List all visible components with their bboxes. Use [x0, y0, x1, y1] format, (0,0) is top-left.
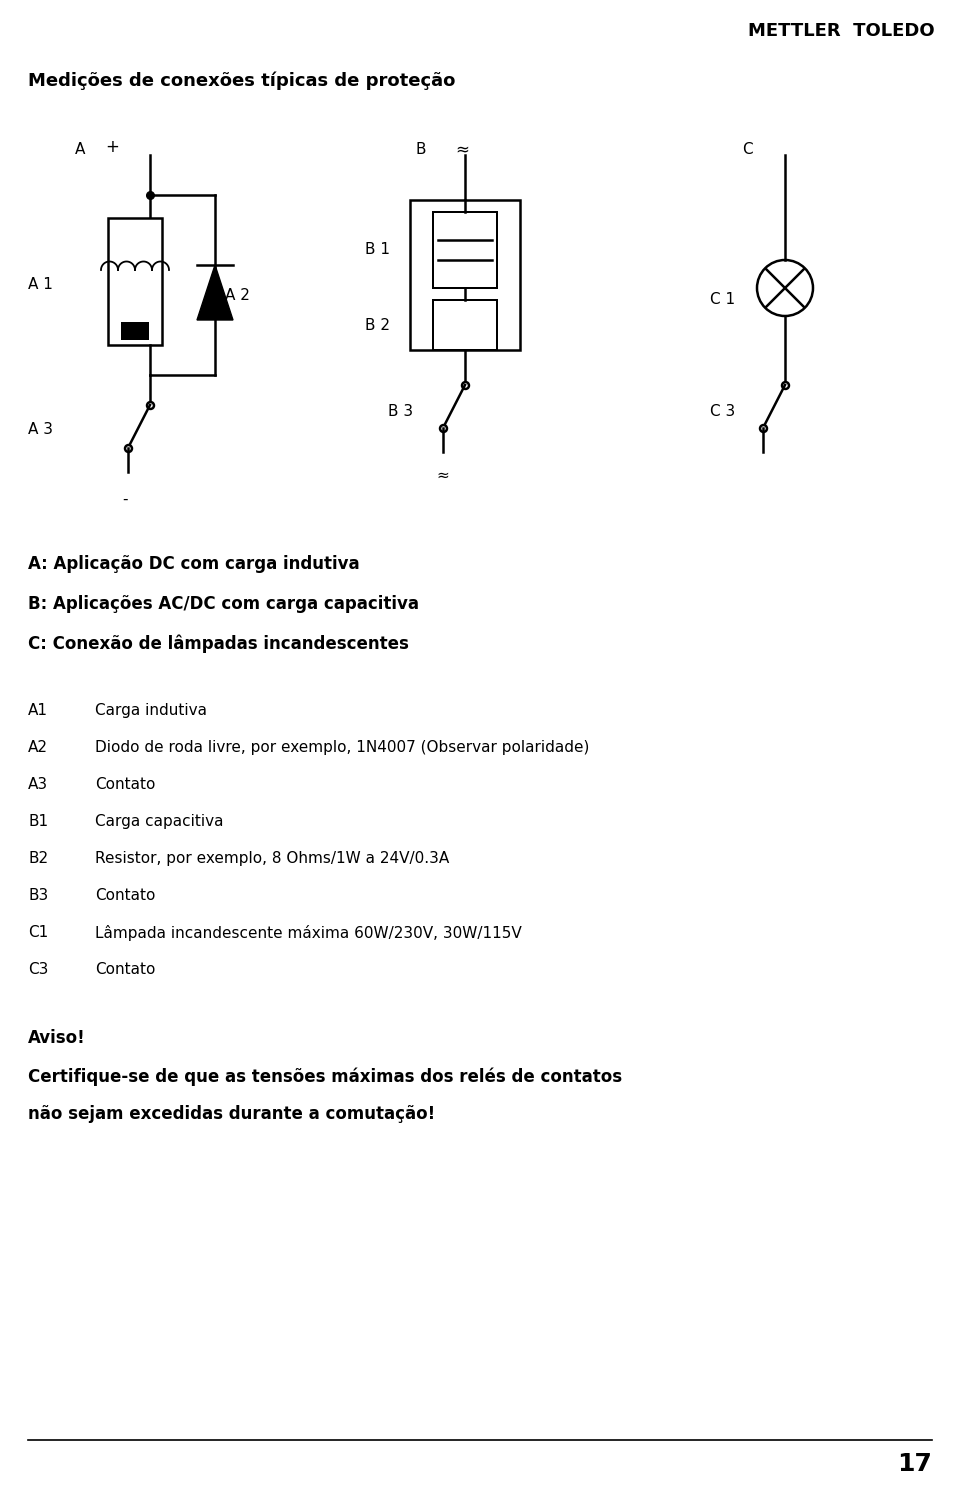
Text: A 3: A 3 — [28, 422, 53, 437]
Bar — [121, 322, 149, 340]
Text: A: A — [75, 141, 85, 156]
Text: C: Conexão de lâmpadas incandescentes: C: Conexão de lâmpadas incandescentes — [28, 634, 409, 654]
Text: ≈: ≈ — [455, 140, 468, 158]
Text: Contato: Contato — [95, 888, 156, 903]
Text: A 2: A 2 — [225, 287, 250, 302]
Text: B 1: B 1 — [365, 242, 390, 257]
Bar — [433, 301, 497, 350]
Text: Aviso!: Aviso! — [28, 1030, 85, 1048]
Text: C3: C3 — [28, 962, 48, 977]
Text: C1: C1 — [28, 924, 48, 939]
Text: Contato: Contato — [95, 962, 156, 977]
Polygon shape — [197, 265, 233, 320]
Text: C 3: C 3 — [710, 404, 735, 419]
Text: +: + — [105, 138, 119, 156]
Text: -: - — [122, 491, 128, 507]
Bar — [410, 200, 520, 350]
Text: Lâmpada incandescente máxima 60W/230V, 30W/115V: Lâmpada incandescente máxima 60W/230V, 3… — [95, 924, 521, 941]
Text: A3: A3 — [28, 777, 48, 792]
Bar — [108, 218, 162, 346]
Text: Diodo de roda livre, por exemplo, 1N4007 (Observar polaridade): Diodo de roda livre, por exemplo, 1N4007… — [95, 739, 589, 755]
Text: B 2: B 2 — [365, 317, 390, 332]
Text: Certifique-se de que as tensões máximas dos relés de contatos: Certifique-se de que as tensões máximas … — [28, 1067, 622, 1085]
Text: não sejam excedidas durante a comutação!: não sejam excedidas durante a comutação! — [28, 1105, 435, 1123]
Text: A: Aplicação DC com carga indutiva: A: Aplicação DC com carga indutiva — [28, 555, 360, 573]
Text: Contato: Contato — [95, 777, 156, 792]
Text: A2: A2 — [28, 739, 48, 755]
Text: B3: B3 — [28, 888, 48, 903]
Text: METTLER  TOLEDO: METTLER TOLEDO — [749, 23, 935, 41]
Bar — [433, 212, 497, 289]
Text: A1: A1 — [28, 703, 48, 718]
Text: Carga capacitiva: Carga capacitiva — [95, 815, 224, 830]
Text: B2: B2 — [28, 851, 48, 866]
Text: A 1: A 1 — [28, 278, 53, 293]
Text: Medições de conexões típicas de proteção: Medições de conexões típicas de proteção — [28, 72, 455, 90]
Text: Carga indutiva: Carga indutiva — [95, 703, 207, 718]
Text: B: Aplicações AC/DC com carga capacitiva: B: Aplicações AC/DC com carga capacitiva — [28, 595, 419, 613]
Text: B: B — [415, 141, 425, 156]
Text: Resistor, por exemplo, 8 Ohms/1W a 24V/0.3A: Resistor, por exemplo, 8 Ohms/1W a 24V/0… — [95, 851, 449, 866]
Text: B 3: B 3 — [388, 404, 413, 419]
Text: 17: 17 — [898, 1452, 932, 1476]
Text: B1: B1 — [28, 815, 48, 830]
Text: C 1: C 1 — [710, 293, 735, 308]
Text: ≈: ≈ — [437, 467, 449, 482]
Text: C: C — [742, 141, 753, 156]
